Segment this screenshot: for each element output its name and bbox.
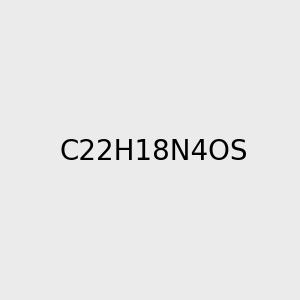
Text: C22H18N4OS: C22H18N4OS — [59, 137, 248, 166]
